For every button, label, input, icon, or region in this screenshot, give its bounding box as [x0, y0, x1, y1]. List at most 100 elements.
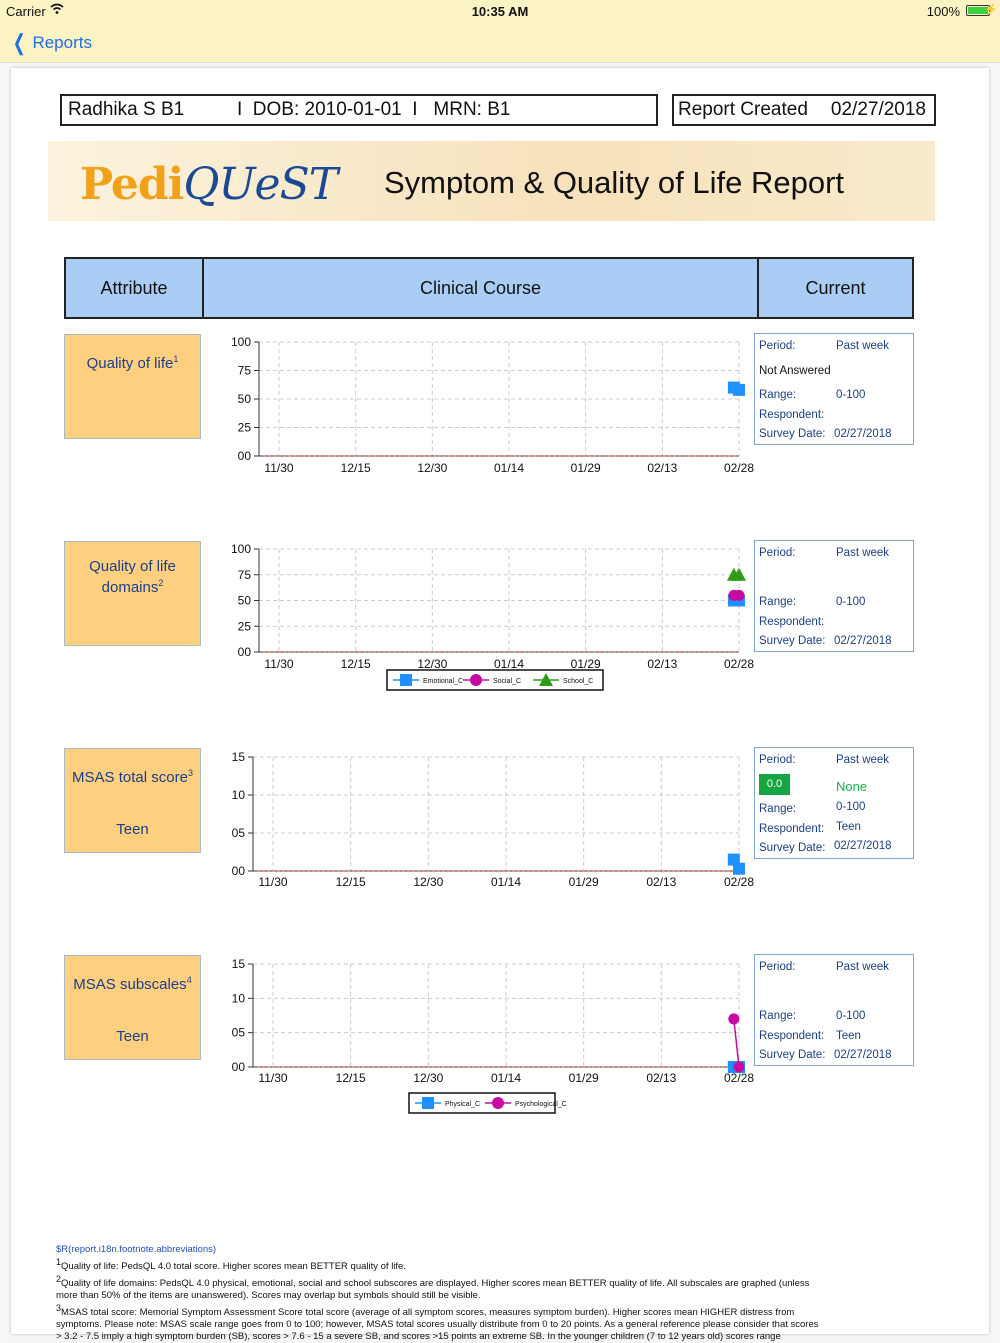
- respondent-label: Teen: [116, 821, 149, 838]
- y-tick-label: 00: [238, 645, 252, 659]
- x-tick-label: 12/30: [413, 875, 443, 889]
- report-sheet[interactable]: Radhika S B1 I DOB: 2010-01-01 I MRN: B1…: [11, 68, 989, 1342]
- x-tick-label: 12/15: [341, 657, 371, 671]
- severity-value: None: [836, 779, 868, 794]
- x-tick-label: 12/30: [417, 657, 447, 671]
- legend-marker: [539, 673, 553, 686]
- msas-subscales-chart: 00 05 10 15 11/30 12/15 12/30 01/14 01/29 02/13 02…: [232, 957, 754, 1114]
- legend-marker: [400, 674, 412, 686]
- legend-box: [408, 1092, 556, 1114]
- x-tick-label: 01/29: [569, 1071, 599, 1085]
- footnotes: $R(report.i18n.footnote.abbreviations) 1…: [56, 1244, 826, 1343]
- y-tick-label: 10: [232, 788, 246, 802]
- report-created-label: Report Created: [678, 99, 808, 120]
- attribute-label: MSAS subscales: [73, 976, 187, 993]
- range-value: 0-100: [836, 1010, 866, 1022]
- battery-percent: 100%: [926, 4, 960, 19]
- score-badge: 0.0: [759, 774, 790, 795]
- legend-marker: [470, 674, 482, 686]
- survey-date-value: 02/27/2018: [834, 1049, 892, 1061]
- y-tick-label: 05: [232, 1026, 246, 1040]
- data-point: [733, 589, 745, 601]
- attribute-label: Quality of life domains: [89, 558, 176, 596]
- header-clinical-course: Clinical Course: [204, 259, 759, 317]
- attribute-cell: MSAS subscales4 Teen: [64, 955, 201, 1060]
- x-tick-label: 12/30: [413, 1071, 443, 1085]
- y-tick-label: 75: [238, 364, 252, 378]
- legend-label: Social_C: [493, 678, 521, 685]
- wifi-icon: [50, 3, 64, 18]
- attribute-cell: Quality of life1: [64, 334, 201, 439]
- x-tick-label: 02/13: [646, 875, 676, 889]
- current-info-panel: Period: Past week Range: 0-100 Respondent:…: [754, 540, 914, 652]
- range-value: 0-100: [836, 389, 866, 401]
- respondent-value: Teen: [836, 821, 861, 833]
- nav-bar: ❮ Reports: [0, 22, 1000, 63]
- legend-label: Emotional_C: [423, 678, 463, 685]
- x-tick-label: 11/30: [258, 1071, 287, 1085]
- respondent-value: Teen: [836, 1030, 861, 1042]
- x-tick-label: 01/14: [494, 657, 524, 671]
- survey-date-value: 02/27/2018: [834, 840, 892, 852]
- current-info-panel: Period: Past week 0.0 None Range: 0-100 Re…: [754, 747, 914, 859]
- legend-marker: [422, 1097, 434, 1109]
- footnote-abbreviations: $R(report.i18n.footnote.abbreviations): [56, 1244, 217, 1255]
- x-tick-label: 01/14: [491, 875, 521, 889]
- report-created-date: 02/27/2018: [830, 99, 926, 120]
- x-tick-label: 01/14: [491, 1071, 521, 1085]
- quality-of-life-chart: 00 25 50 75 100 11/30 12/15 12/30 01/14 01/29 02/1…: [231, 335, 754, 475]
- data-point: [733, 1061, 745, 1073]
- x-tick-label: 02/28: [724, 461, 754, 475]
- legend-label: Physical_C: [445, 1101, 480, 1108]
- y-tick-label: 25: [238, 421, 252, 435]
- y-tick-label: 75: [238, 568, 252, 582]
- quality-of-life-domains-chart: 00 25 50 75 100 11/30 12/15 12/30 01/14 01/29 02/1…: [231, 542, 754, 691]
- chevron-left-icon: ❮: [12, 30, 26, 55]
- range-value: 0-100: [836, 801, 866, 813]
- y-tick-label: 00: [238, 449, 252, 463]
- status-bar: Carrier 10:35 AM 100% ⚡: [0, 0, 1000, 22]
- header-current: Current: [805, 277, 866, 298]
- battery-icon: [966, 5, 990, 16]
- y-tick-label: 00: [232, 864, 246, 878]
- attribute-label: MSAS total score: [72, 769, 188, 786]
- x-tick-label: 01/14: [494, 461, 524, 475]
- y-tick-label: 05: [232, 826, 246, 840]
- patient-info: Radhika S B1 I DOB: 2010-01-01 I MRN: B1: [60, 94, 658, 126]
- period-value: Past week: [836, 547, 890, 559]
- x-tick-label: 11/30: [258, 875, 287, 889]
- x-tick-label: 12/15: [336, 1071, 366, 1085]
- x-tick-label: 01/29: [571, 461, 601, 475]
- data-point: [732, 567, 746, 581]
- footnote-1: Quality of life: PedsQL 4.0 total score.…: [61, 1261, 406, 1273]
- back-button[interactable]: ❮ Reports: [10, 30, 92, 56]
- survey-date-value: 02/27/2018: [834, 428, 892, 440]
- footnote-2: Quality of life domains: PedsQL 4.0 phys…: [56, 1278, 810, 1302]
- y-tick-label: 50: [238, 594, 252, 608]
- data-point: [727, 853, 740, 866]
- series-line: [733, 1018, 740, 1068]
- y-tick-label: 15: [232, 957, 246, 971]
- x-tick-label: 12/15: [336, 875, 366, 889]
- y-tick-label: 100: [231, 335, 251, 349]
- x-tick-label: 02/13: [647, 657, 677, 671]
- data-point: [733, 862, 745, 875]
- y-tick-label: 25: [238, 619, 252, 633]
- y-tick-label: 10: [232, 991, 246, 1005]
- legend-marker: [492, 1097, 504, 1109]
- y-tick-label: 00: [232, 1060, 246, 1074]
- report-created: Report Created 02/27/2018: [672, 94, 936, 126]
- x-tick-label: 02/28: [724, 657, 754, 671]
- attribute-cell: MSAS total score3 Teen: [64, 748, 201, 853]
- period-value: Past week: [836, 754, 890, 766]
- report-banner: PediQUeST Symptom & Quality of Life Repo…: [48, 141, 935, 221]
- y-tick-label: 15: [232, 750, 246, 764]
- data-point: [733, 383, 745, 396]
- msas-total-score-chart: 00 05 10 15 11/30 12/15 12/30 01/14 01/29 02/13 02…: [232, 750, 755, 889]
- x-tick-label: 11/30: [264, 461, 293, 475]
- carrier-label: Carrier: [6, 4, 46, 19]
- range-value: 0-100: [836, 596, 866, 608]
- legend-label: School_C: [563, 678, 593, 685]
- x-tick-label: 02/28: [724, 1071, 754, 1085]
- charging-icon: ⚡: [984, 4, 998, 16]
